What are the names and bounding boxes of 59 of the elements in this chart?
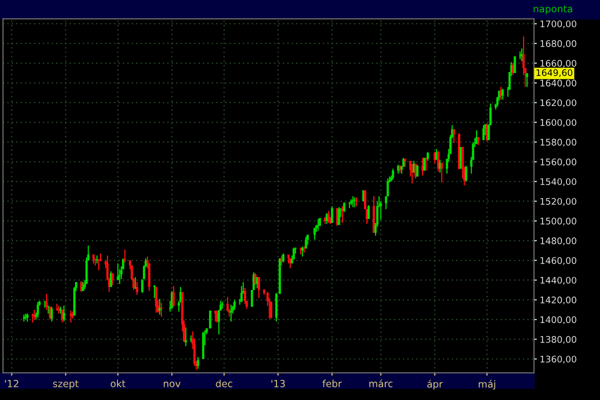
candlestick <box>50 306 53 322</box>
x-tick-label: okt <box>110 380 126 388</box>
candlestick <box>289 258 292 269</box>
candlestick <box>258 276 260 298</box>
candlestick <box>36 301 39 318</box>
y-tick-label: 1540,00 <box>540 178 576 186</box>
candlestick <box>502 88 504 100</box>
y-tick-label: 1640,00 <box>540 80 576 88</box>
x-tick-label: dec <box>216 380 232 388</box>
x-tick-label: szept <box>53 380 79 390</box>
y-tick-label: 1560,00 <box>540 158 576 166</box>
candlestick <box>367 204 370 220</box>
y-tick-label: 1380,00 <box>540 336 576 344</box>
candlestick <box>80 280 82 292</box>
candlestick <box>209 310 212 329</box>
x-tick-label: nov <box>164 382 181 388</box>
x-tick-label: '12 <box>5 380 18 388</box>
candlestick <box>336 208 338 226</box>
annotation: 1649,60 <box>536 69 572 77</box>
candlestick <box>62 305 66 322</box>
candlestick <box>240 285 243 302</box>
y-tick-label: 1500,00 <box>540 218 576 226</box>
candlestick <box>170 290 174 310</box>
candlestick <box>218 309 220 335</box>
candlestick <box>158 298 161 316</box>
candlestick <box>343 202 346 213</box>
candlestick <box>306 234 309 246</box>
candlestick <box>155 286 158 314</box>
candlestick <box>44 300 46 308</box>
y-tick-label: 1580,00 <box>540 138 576 147</box>
candlestick <box>124 248 126 263</box>
y-tick-label: 1460,00 <box>540 257 576 265</box>
y-tick-label: 1600,00 <box>540 119 576 127</box>
x-tick-label: ápr <box>427 380 443 390</box>
x-tick-label: máj <box>478 380 496 390</box>
candlestick <box>256 276 258 289</box>
candlestick <box>292 247 295 260</box>
candlestick <box>434 151 436 164</box>
x-tick-label: '13 <box>271 380 285 388</box>
text: naponta <box>534 5 572 14</box>
candlestick <box>338 206 340 226</box>
y-tick-label: 1480,00 <box>540 237 576 246</box>
x-tick-label: febr <box>322 380 342 388</box>
y-tick-label: 1420,00 <box>540 296 576 304</box>
y-tick-label: 1660,00 <box>540 60 576 68</box>
y-tick-label: 1700,00 <box>540 20 576 28</box>
candlestick <box>47 305 50 314</box>
y-tick-label: 1440,00 <box>540 276 576 285</box>
candlestick <box>61 309 64 324</box>
y-tick-label: 1680,00 <box>540 40 576 48</box>
y-tick-label: 1520,00 <box>540 198 576 206</box>
candlestick <box>437 150 440 172</box>
candlestick <box>216 310 218 324</box>
y-tick-label: 1400,00 <box>540 316 576 324</box>
x-tick-label: márc <box>369 379 392 388</box>
candlestick <box>244 287 246 304</box>
candlestick <box>464 165 468 182</box>
y-tick-label: 1360,00 <box>540 356 576 364</box>
y-tick-label: 1620,00 <box>540 99 576 108</box>
